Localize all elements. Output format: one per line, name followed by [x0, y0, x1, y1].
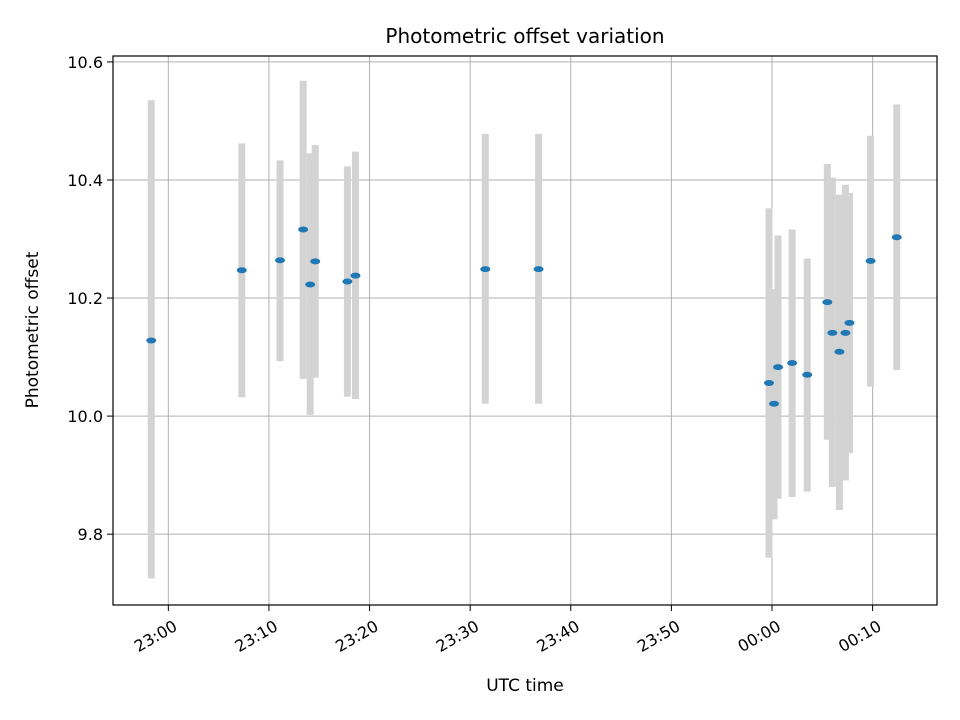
- data-point: [844, 319, 855, 326]
- data-point: [891, 234, 902, 241]
- chart-title: Photometric offset variation: [385, 24, 664, 48]
- data-point: [236, 267, 247, 274]
- data-point: [840, 329, 851, 336]
- data-point: [298, 226, 309, 233]
- y-axis-label: Photometric offset: [23, 251, 43, 408]
- y-axis-ticks: 9.8 10.0 10.2 10.4 10.6: [67, 53, 113, 544]
- data-point: [146, 337, 157, 344]
- plot-frame: [112, 55, 938, 606]
- data-point: [769, 400, 780, 407]
- data-point: [822, 299, 833, 306]
- data-point: [773, 364, 784, 371]
- grid: [113, 56, 937, 605]
- x-axis-label: UTC time: [486, 676, 564, 696]
- data-point: [802, 371, 813, 378]
- data-point: [350, 272, 361, 279]
- y-tick-label: 10.6: [67, 53, 103, 72]
- y-tick-label: 10.4: [67, 171, 103, 190]
- data-point: [342, 278, 353, 285]
- data-points: [146, 226, 902, 407]
- y-tick-label: 10.0: [67, 407, 103, 426]
- y-tick-label: 10.2: [67, 289, 103, 308]
- data-point: [834, 348, 845, 355]
- data-point: [305, 281, 316, 288]
- data-point: [827, 329, 838, 336]
- data-point: [275, 257, 286, 264]
- data-point: [865, 257, 876, 264]
- data-point: [480, 266, 491, 273]
- data-point: [310, 258, 321, 265]
- data-point: [533, 266, 544, 273]
- data-point: [787, 359, 798, 366]
- data-point: [763, 380, 774, 387]
- y-tick-label: 9.8: [78, 525, 103, 544]
